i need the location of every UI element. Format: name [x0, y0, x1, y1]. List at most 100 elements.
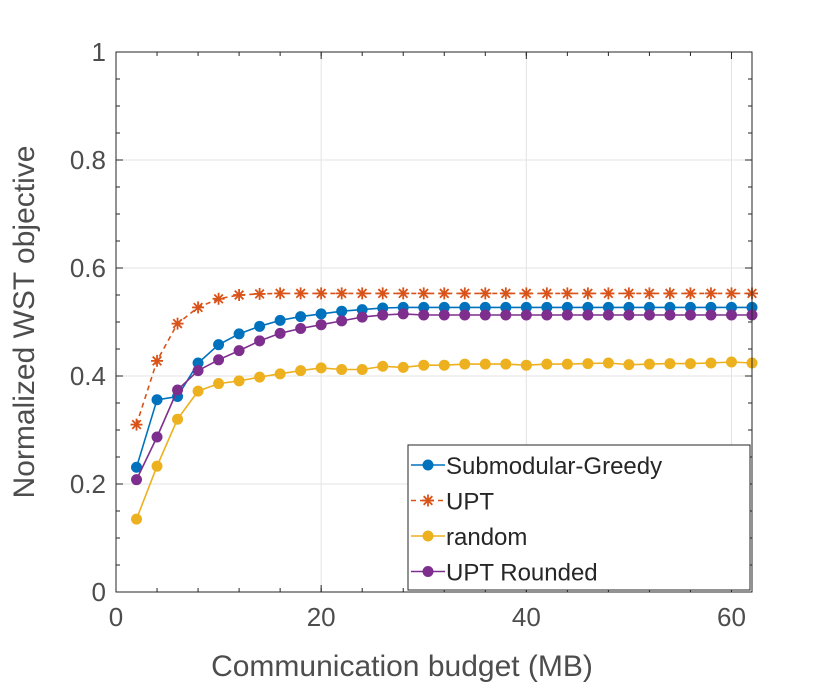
legend-label: Submodular-Greedy — [446, 453, 662, 480]
legend-item: UPT Rounded — [411, 560, 598, 587]
data-point — [356, 364, 368, 376]
legend-swatch-marker — [422, 530, 434, 542]
data-point — [418, 309, 430, 321]
data-point — [192, 365, 204, 377]
data-point — [684, 287, 697, 300]
plot-frame — [115, 51, 753, 593]
data-point — [582, 358, 594, 370]
data-point — [274, 287, 287, 300]
data-point — [233, 345, 245, 357]
data-point — [336, 315, 348, 327]
data-point — [541, 358, 553, 370]
y-axis-label: Normalized WST objective — [8, 146, 41, 499]
data-point — [295, 365, 307, 377]
data-point — [356, 287, 369, 300]
data-point — [397, 308, 409, 320]
data-point — [295, 311, 307, 323]
data-point — [151, 394, 163, 406]
data-point — [664, 358, 676, 370]
data-point — [520, 309, 532, 321]
data-point — [376, 287, 389, 300]
data-point — [561, 358, 573, 370]
data-point — [213, 354, 225, 366]
data-point — [315, 319, 327, 331]
data-point — [663, 287, 676, 300]
data-point — [336, 305, 348, 317]
data-point — [705, 309, 717, 321]
y-tick-label: 0.2 — [70, 469, 106, 499]
data-point — [213, 378, 225, 390]
data-point — [500, 358, 512, 370]
data-point — [438, 309, 450, 321]
data-point — [131, 513, 143, 525]
data-point — [192, 385, 204, 397]
data-point — [643, 309, 655, 321]
legend-item: random — [411, 524, 527, 551]
data-point — [233, 375, 245, 387]
data-point — [254, 320, 266, 332]
data-point — [581, 287, 594, 300]
data-point — [336, 364, 348, 376]
data-point — [643, 358, 655, 370]
x-tick-label: 20 — [307, 602, 336, 632]
data-point — [725, 356, 737, 368]
data-point — [213, 339, 225, 351]
data-point — [520, 287, 533, 300]
data-point — [479, 309, 491, 321]
data-point — [233, 289, 246, 301]
data-point — [212, 292, 225, 305]
y-tick-label: 1 — [92, 37, 106, 67]
data-point — [664, 309, 676, 321]
series-upt-rounded — [131, 308, 758, 486]
data-point — [623, 359, 635, 371]
data-point — [315, 362, 327, 374]
legend-item: Submodular-Greedy — [411, 453, 662, 480]
legend-box — [407, 444, 751, 591]
data-point — [274, 327, 286, 339]
legend-item: UPT — [411, 489, 494, 516]
data-point — [131, 461, 143, 473]
data-point — [377, 360, 389, 372]
y-tick-label: 0.4 — [70, 361, 106, 391]
legend-swatch-marker — [422, 494, 434, 507]
data-point — [684, 309, 696, 321]
data-point — [623, 309, 635, 321]
y-tick-label: 0 — [92, 577, 106, 607]
data-point — [438, 359, 450, 371]
data-point — [602, 309, 614, 321]
data-point — [622, 287, 635, 300]
data-point — [356, 311, 368, 323]
data-point — [172, 384, 184, 396]
data-point — [130, 418, 143, 431]
data-point — [315, 308, 327, 320]
data-point — [335, 287, 348, 300]
series-layer — [130, 287, 758, 525]
data-point — [684, 358, 696, 370]
data-point — [171, 317, 184, 330]
data-point — [151, 354, 164, 367]
data-point — [253, 287, 266, 300]
data-point — [602, 357, 614, 369]
x-axis-label: Communication budget (MB) — [211, 650, 593, 683]
data-point — [233, 328, 245, 340]
series-upt — [130, 287, 758, 431]
x-tick-label: 0 — [109, 602, 123, 632]
y-tick-labels: 0 0.2 0.4 0.6 0.8 1 — [70, 37, 106, 607]
data-point — [479, 287, 492, 300]
y-tick-label: 0.6 — [70, 253, 106, 283]
data-point — [438, 287, 451, 300]
data-point — [295, 322, 307, 334]
data-point — [274, 314, 286, 326]
y-tick-label: 0.8 — [70, 145, 106, 175]
data-point — [397, 287, 410, 300]
data-point — [541, 309, 553, 321]
x-tick-label: 40 — [512, 602, 541, 632]
data-point — [561, 309, 573, 321]
data-point — [254, 335, 266, 347]
data-point — [520, 359, 532, 371]
legend-label: random — [446, 524, 527, 551]
data-point — [151, 431, 163, 443]
data-point — [254, 371, 266, 383]
legend-label: UPT Rounded — [446, 560, 598, 587]
